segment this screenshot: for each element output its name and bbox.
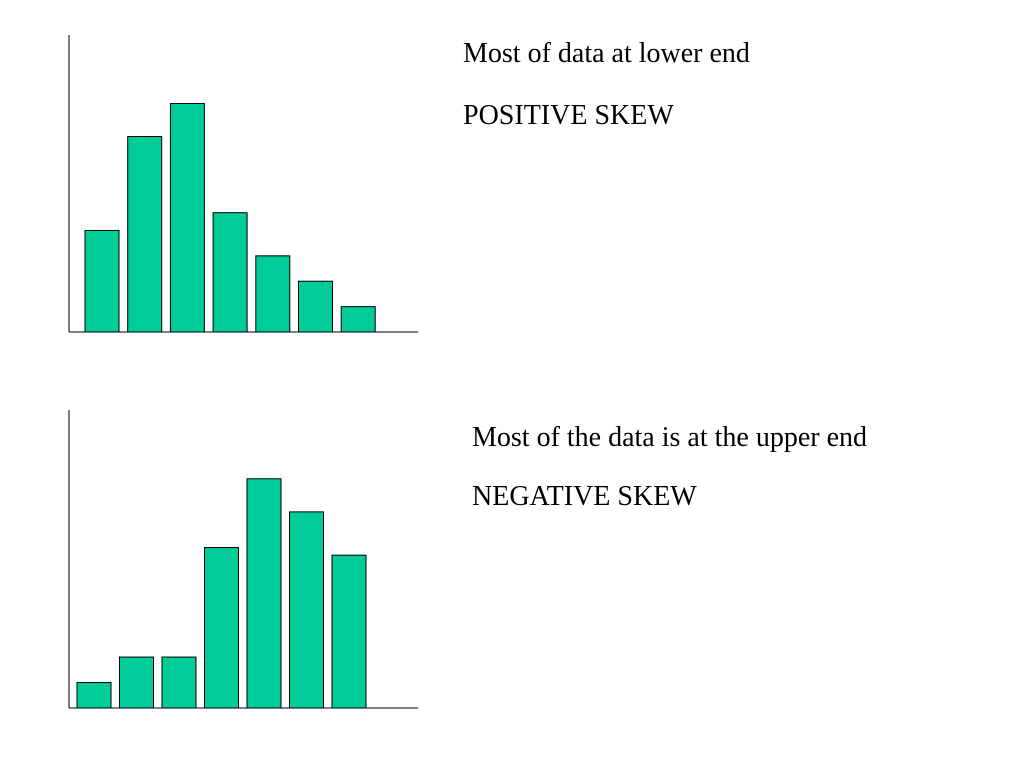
negative-skew-label: NEGATIVE SKEW — [472, 481, 697, 512]
positive-skew-text: Most of data at lower end POSITIVE SKEW — [463, 33, 903, 137]
negative-skew-text: Most of the data is at the upper end NEG… — [472, 417, 912, 518]
negative-skew-histogram — [68, 410, 418, 709]
histogram-bar-1 — [76, 682, 112, 709]
histogram-bar-6 — [298, 280, 333, 333]
histogram-bar-2 — [119, 656, 154, 709]
positive-skew-histogram — [68, 35, 418, 333]
histogram-bar-7 — [331, 554, 367, 709]
histogram-bar-4 — [204, 547, 239, 709]
histogram-bar-1 — [84, 229, 120, 333]
histogram-bar-6 — [289, 511, 324, 709]
bar-group — [84, 103, 376, 333]
positive-skew-caption: Most of data at lower end — [463, 38, 750, 69]
bar-group — [76, 478, 367, 709]
positive-skew-label: POSITIVE SKEW — [463, 100, 674, 131]
histogram-bar-5 — [246, 478, 282, 709]
histogram-bar-3 — [169, 103, 205, 333]
histogram-bar-2 — [127, 136, 163, 333]
histogram-bar-7 — [340, 306, 376, 333]
negative-skew-caption: Most of the data is at the upper end — [472, 422, 868, 453]
histogram-bar-4 — [212, 212, 248, 333]
histogram-bar-5 — [255, 255, 291, 333]
histogram-bar-3 — [161, 656, 197, 709]
